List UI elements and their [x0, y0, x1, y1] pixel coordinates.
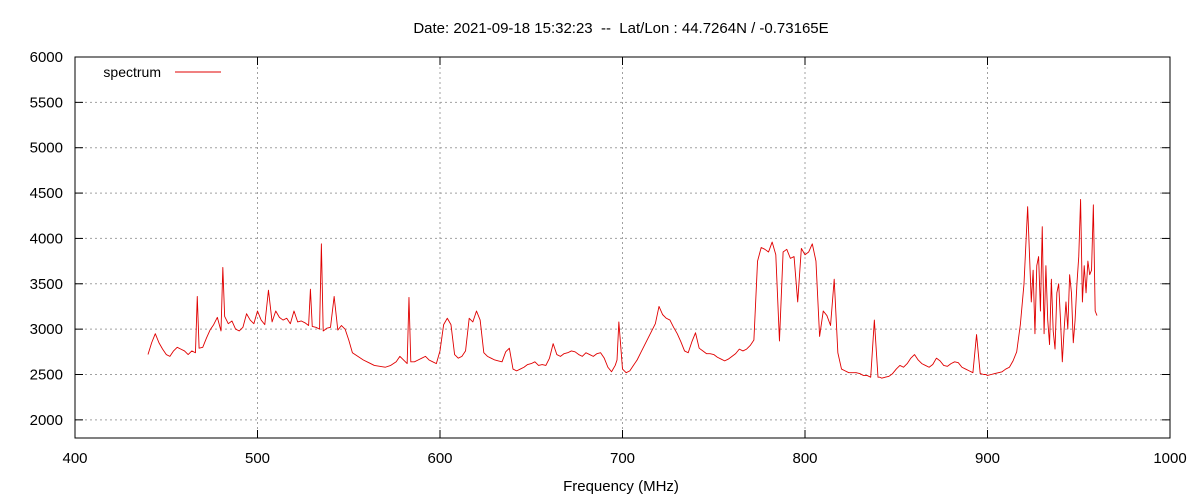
x-tick-label: 700	[610, 450, 635, 467]
y-tick-label: 2000	[30, 412, 63, 429]
x-axis-label: Frequency (MHz)	[563, 478, 679, 495]
x-tick-label: 1000	[1153, 450, 1186, 467]
x-tick-label: 400	[62, 450, 87, 467]
x-tick-label: 600	[427, 450, 452, 467]
plot-frame	[74, 56, 1171, 439]
chart-title: Date: 2021-09-18 15:32:23 -- Lat/Lon : 4…	[413, 20, 828, 37]
y-tick-label: 4000	[30, 230, 63, 247]
spectrum-line	[147, 198, 1098, 379]
legend: spectrum	[103, 64, 221, 80]
y-tick-label: 6000	[30, 49, 63, 66]
x-axis-ticks: 400 500 600 700 800 900 1000	[62, 57, 1187, 467]
y-tick-label: 5500	[30, 94, 63, 111]
grid-lines	[75, 57, 1170, 438]
x-tick-label: 800	[792, 450, 817, 467]
y-axis-ticks: 2000 2500 3000 3500 4000 4500 5000 5500 6000	[30, 49, 1170, 429]
x-tick-label: 500	[245, 450, 270, 467]
y-tick-label: 5000	[30, 140, 63, 157]
x-tick-label: 900	[975, 450, 1000, 467]
y-tick-label: 3000	[30, 321, 63, 338]
y-tick-label: 2500	[30, 367, 63, 384]
y-tick-label: 4500	[30, 185, 63, 202]
y-tick-label: 3500	[30, 276, 63, 293]
legend-label-spectrum: spectrum	[103, 64, 161, 80]
